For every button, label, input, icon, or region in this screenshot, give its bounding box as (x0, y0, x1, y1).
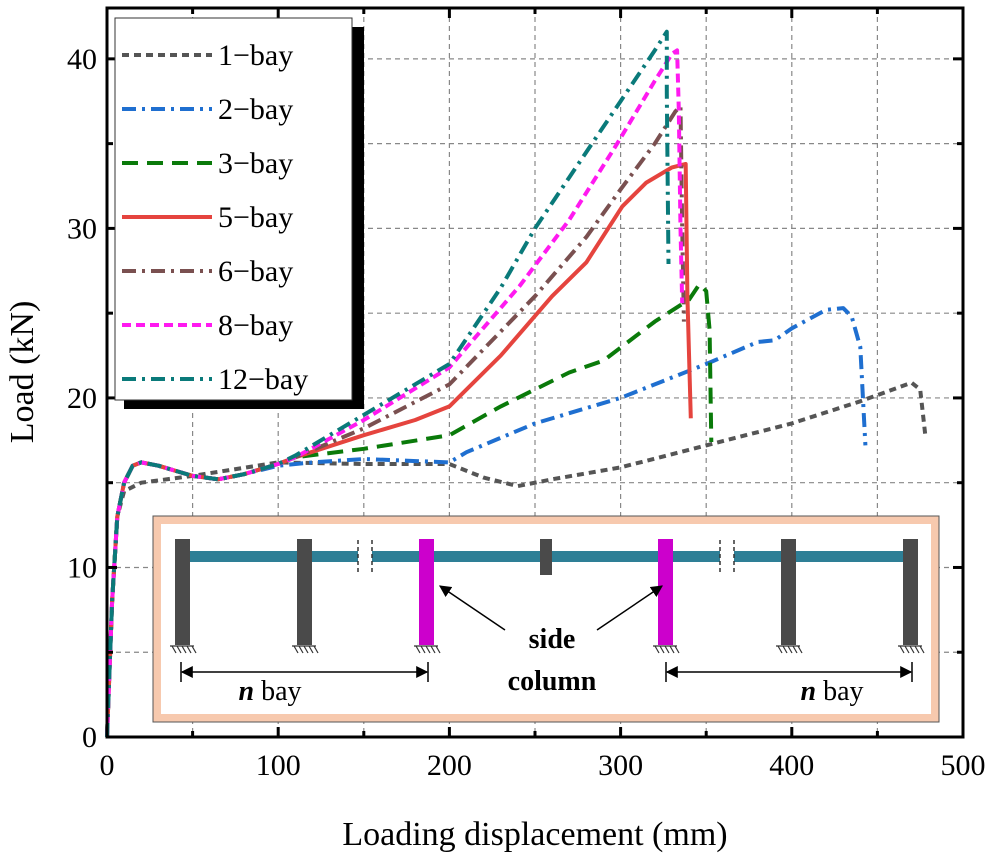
legend-label: 5−bay (218, 201, 293, 234)
y-tick-label: 0 (82, 721, 97, 754)
column (781, 539, 796, 645)
n-symbol: n (800, 676, 816, 707)
x-axis-label: Loading displacement (mm) (342, 816, 727, 853)
y-tick-label: 10 (67, 551, 97, 584)
legend-label: 8−bay (218, 309, 293, 342)
series-line-2 (105, 306, 868, 738)
n-bay-label-right: n bay (800, 676, 863, 707)
column (903, 539, 918, 645)
y-tick-label: 30 (67, 212, 97, 245)
axis-ticks: 0 100 200 300 400 500 0 10 20 30 40 (67, 8, 986, 782)
legend-label: 6−bay (218, 255, 293, 288)
y-tick-label: 40 (67, 43, 97, 76)
x-tick-label: 0 (100, 749, 115, 782)
side-column-label-2: column (508, 666, 597, 697)
y-axis-label: Load (kN) (4, 301, 41, 444)
inset-frame-diagram: side column n bay n bay (152, 515, 940, 723)
bay-word: bay (261, 676, 301, 707)
bay-word: bay (823, 676, 863, 707)
beam (734, 551, 912, 562)
legend-label: 12−bay (218, 363, 308, 396)
legend-label: 2−bay (218, 93, 293, 126)
n-symbol: n (238, 676, 254, 707)
x-tick-label: 400 (769, 749, 814, 782)
legend-label: 1−bay (218, 39, 293, 72)
column (297, 539, 312, 645)
legend: 1−bay 2−bay 3−bay 5−bay 6−bay 8−bay 12−bay (114, 17, 364, 409)
x-tick-label: 500 (941, 749, 986, 782)
x-tick-label: 300 (598, 749, 643, 782)
column (175, 539, 190, 645)
legend-label: 3−bay (218, 147, 293, 180)
y-tick-label: 20 (67, 382, 97, 415)
beam (182, 551, 358, 562)
series-line-7 (105, 29, 671, 738)
series-line-3 (105, 282, 714, 738)
x-tick-label: 100 (256, 749, 301, 782)
side-column-label-1: side (529, 624, 576, 655)
x-tick-label: 200 (427, 749, 472, 782)
side-column (658, 539, 673, 645)
removed-column-stub (540, 539, 552, 575)
series-curves (105, 29, 928, 738)
side-column (419, 539, 434, 645)
n-bay-label-left: n bay (238, 676, 301, 707)
